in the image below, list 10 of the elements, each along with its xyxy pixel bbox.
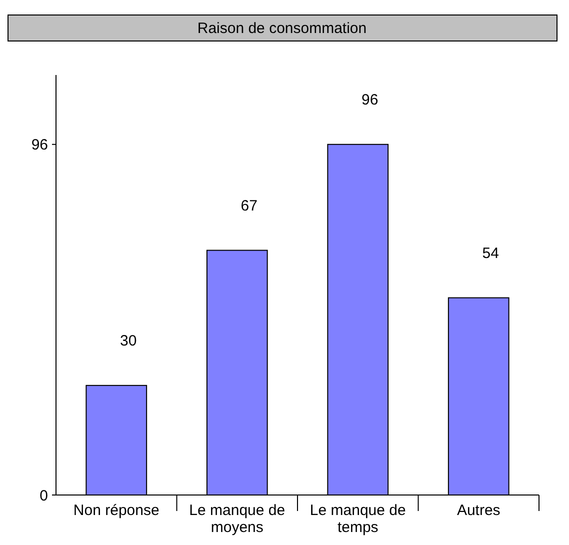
x-tick-label: Non réponse [73,502,160,519]
x-tick-label: Le manque de moyens [189,502,286,536]
data-label: 54 [482,244,499,262]
y-tick-label: 0 [40,487,48,504]
x-tick-label: Le manque de temps [310,502,406,536]
data-label: 30 [120,332,137,350]
data-label: 96 [362,91,378,108]
data-label: 67 [240,197,258,214]
chart-title: Raison de consommation [197,20,367,37]
x-tick-label: Autres [456,502,500,519]
